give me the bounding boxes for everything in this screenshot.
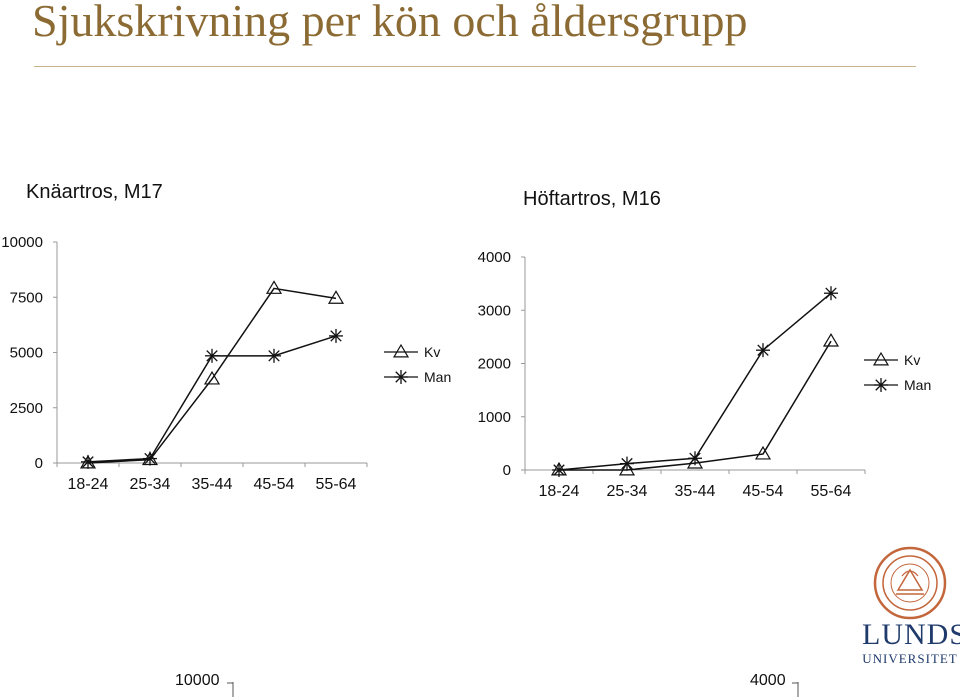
next-chart-y-label-right: 4000 <box>750 672 786 689</box>
knee-series-kv-point <box>265 280 283 294</box>
title-divider <box>34 66 916 67</box>
university-name: LUNDS <box>862 618 960 651</box>
knee-series-man-point <box>267 348 281 363</box>
knee-y-tick-label: 0 <box>35 455 43 472</box>
hip-x-tick-label: 55-64 <box>811 483 852 500</box>
hip-series-man-point <box>824 286 838 301</box>
knee-series-man-point <box>329 328 343 343</box>
knee-y-tick-label: 5000 <box>10 345 43 362</box>
knee-series-man-point <box>205 348 219 363</box>
university-seal-logo <box>873 546 947 620</box>
slide-title: Sjukskrivning per kön och åldersgrupp <box>32 0 748 46</box>
knee-y-tick-label: 10000 <box>1 234 43 251</box>
knee-series-kv-legend-marker <box>392 343 410 358</box>
hip-y-tick-label: 4000 <box>478 249 511 266</box>
hip-x-tick-label: 35-44 <box>675 483 716 500</box>
chart-title-knee: Knäartros, M17 <box>26 181 163 203</box>
knee-series-kv-point <box>203 370 221 385</box>
hip-series-kv-line <box>559 340 832 471</box>
hip-series-kv-point <box>754 445 772 460</box>
hip-series-man-legend-marker <box>874 378 888 392</box>
knee-series-kv-legend-label: Kv <box>424 344 440 360</box>
hip-y-tick-label: 0 <box>503 462 511 479</box>
hip-y-tick-label: 3000 <box>478 302 511 319</box>
university-wordmark: LUNDS UNIVERSITET <box>862 618 960 666</box>
chart-knee: 0 2500 5000 7500 10000 18-24 25-34 35-44 45-54 55… <box>1 234 451 493</box>
hip-series-kv-point <box>822 332 840 347</box>
chart-hip: 0 1000 2000 3000 4000 18-24 25-34 35-44 45-54 55-… <box>478 249 932 500</box>
knee-x-tick-label: 55-64 <box>316 476 357 493</box>
knee-x-tick-label: 45-54 <box>254 476 295 493</box>
hip-series-man-point <box>552 463 566 477</box>
hip-x-tick-label: 45-54 <box>743 483 784 500</box>
hip-series-kv-legend-marker <box>872 351 890 366</box>
hip-series-kv-point <box>618 461 636 476</box>
knee-x-tick-label: 25-34 <box>130 476 171 493</box>
next-chart-axis-left <box>227 682 234 697</box>
knee-x-tick-label: 18-24 <box>68 476 109 493</box>
chart-title-hip: Höftartros, M16 <box>523 188 661 210</box>
hip-x-tick-label: 18-24 <box>539 483 580 500</box>
hip-series-man-point <box>688 451 702 466</box>
knee-y-tick-label: 7500 <box>10 289 43 306</box>
hip-series-kv-legend-label: Kv <box>904 352 920 368</box>
knee-series-kv-line <box>87 287 337 464</box>
hip-x-tick-label: 25-34 <box>607 483 648 500</box>
knee-y-tick-label: 2500 <box>10 400 43 417</box>
hip-series-man-line <box>558 292 832 471</box>
hip-series-man-point <box>620 456 634 471</box>
knee-series-kv-point <box>327 290 345 304</box>
knee-series-man-legend-marker <box>394 370 408 384</box>
knee-x-tick-label: 35-44 <box>192 476 233 493</box>
knee-series-man-point <box>81 454 95 469</box>
hip-y-tick-label: 2000 <box>478 356 511 373</box>
hip-series-man-point <box>756 343 770 358</box>
university-subtitle: UNIVERSITET <box>862 651 958 666</box>
knee-series-man-point <box>143 451 157 466</box>
next-chart-y-label-left: 10000 <box>175 672 220 689</box>
knee-series-man-legend-label: Man <box>424 369 451 385</box>
hip-y-tick-label: 1000 <box>478 409 511 426</box>
hip-series-man-legend-label: Man <box>904 377 931 393</box>
next-chart-axis-right <box>792 682 799 697</box>
